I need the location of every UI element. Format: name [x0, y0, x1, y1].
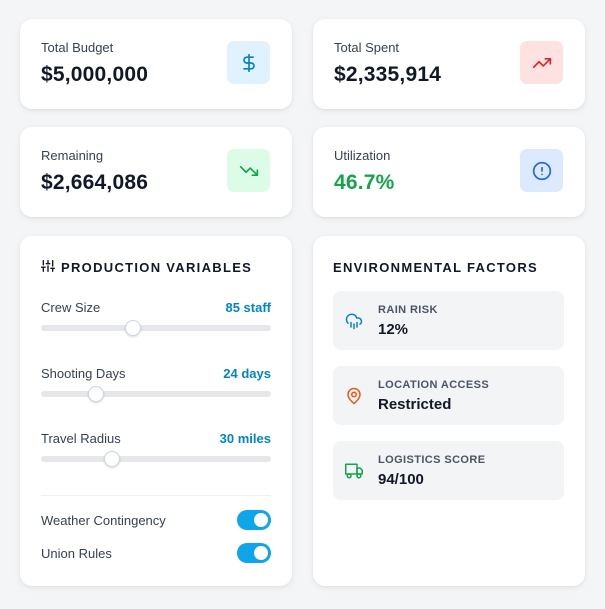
slider-value: 30 miles: [219, 431, 271, 446]
factor-label: LOCATION ACCESS: [378, 379, 490, 391]
remaining-card: Remaining $2,664,086: [20, 127, 292, 217]
utilization-card: Utilization 46.7%: [313, 127, 585, 217]
union-rules-row: Union Rules: [41, 543, 271, 563]
toggle-label: Union Rules: [41, 546, 112, 561]
slider-thumb[interactable]: [125, 320, 141, 336]
factor-value: 12%: [378, 321, 409, 338]
environmental-factors-panel: ENVIRONMENTAL FACTORS RAIN RISK 12% LOCA…: [313, 236, 585, 586]
factor-label: RAIN RISK: [378, 304, 438, 316]
weather-contingency-row: Weather Contingency: [41, 510, 271, 530]
total-budget-card: Total Budget $5,000,000: [20, 19, 292, 109]
total-spent-card: Total Spent $2,335,914: [313, 19, 585, 109]
truck-icon: [345, 462, 363, 480]
slider-thumb[interactable]: [88, 386, 105, 402]
weather-contingency-toggle[interactable]: [237, 510, 271, 530]
factor-label: LOGISTICS SCORE: [378, 454, 486, 466]
factor-value: Restricted: [378, 396, 452, 413]
cloud-rain-icon: [345, 312, 363, 330]
stat-value: $2,664,086: [41, 171, 149, 194]
divider: [41, 495, 271, 496]
panel-title: ENVIRONMENTAL FACTORS: [333, 260, 538, 275]
sliders-icon: [40, 259, 56, 278]
trending-up-icon: [520, 41, 563, 84]
toggle-knob: [254, 513, 268, 527]
union-rules-toggle[interactable]: [237, 543, 271, 563]
toggle-knob: [254, 546, 268, 560]
location-access-item: LOCATION ACCESS Restricted: [333, 366, 564, 425]
toggle-label: Weather Contingency: [41, 513, 166, 528]
stat-value: $2,335,914: [334, 63, 442, 86]
trending-down-icon: [227, 149, 270, 192]
slider-thumb[interactable]: [104, 451, 121, 467]
stat-label: Utilization: [334, 148, 391, 163]
alert-circle-icon: [520, 149, 563, 192]
slider-value: 85 staff: [225, 300, 271, 315]
stat-label: Remaining: [41, 148, 104, 163]
stat-value: 46.7%: [334, 171, 395, 194]
shooting-days-slider[interactable]: [41, 386, 271, 402]
slider-label: Shooting Days: [41, 366, 126, 381]
map-pin-icon: [345, 387, 363, 405]
logistics-score-item: LOGISTICS SCORE 94/100: [333, 441, 564, 500]
stat-label: Total Spent: [334, 40, 400, 55]
slider-label: Crew Size: [41, 300, 101, 315]
slider-value: 24 days: [223, 366, 271, 381]
production-variables-panel: PRODUCTION VARIABLES Crew Size 85 staff …: [20, 236, 292, 586]
factor-value: 94/100: [378, 471, 424, 488]
stat-value: $5,000,000: [41, 63, 149, 86]
stat-label: Total Budget: [41, 40, 114, 55]
dollar-icon: [227, 41, 270, 84]
travel-radius-slider[interactable]: [41, 451, 271, 467]
rain-risk-item: RAIN RISK 12%: [333, 291, 564, 350]
crew-size-slider[interactable]: [41, 320, 271, 336]
panel-title: PRODUCTION VARIABLES: [61, 260, 253, 275]
slider-label: Travel Radius: [41, 431, 121, 446]
